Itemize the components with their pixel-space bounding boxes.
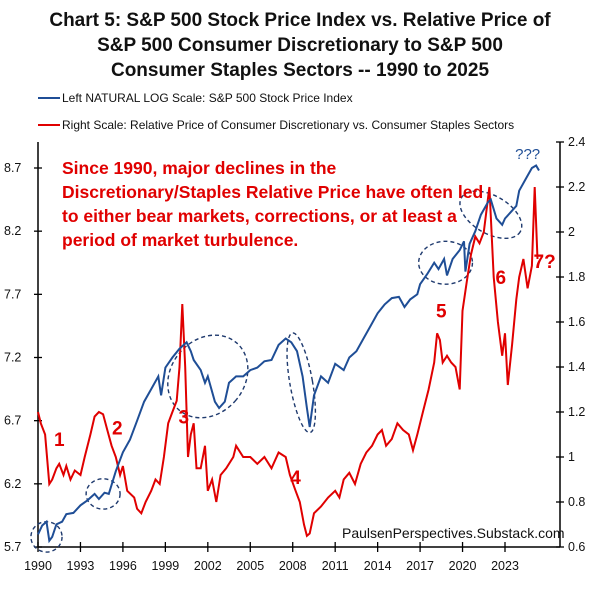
legend-swatch-red xyxy=(38,124,60,126)
highlight-circles xyxy=(30,190,523,553)
x-tick-label: 2017 xyxy=(406,559,434,573)
right-tick-label: 1 xyxy=(568,450,575,464)
note-line-3: to either bear markets, corrections, or … xyxy=(62,206,457,226)
series-line-sp500 xyxy=(37,164,540,544)
note-line-4: period of market turbulence. xyxy=(62,230,298,250)
x-tick-label: 2002 xyxy=(194,559,222,573)
right-tick-label: 1.6 xyxy=(568,315,585,329)
right-tick-label: 0.8 xyxy=(568,495,585,509)
decline-marker: 6 xyxy=(495,268,506,289)
right-tick-label: 1.8 xyxy=(568,270,585,284)
left-tick-label: 8.7 xyxy=(4,161,21,175)
x-tick-label: 2020 xyxy=(449,559,477,573)
highlight-circle xyxy=(85,478,121,510)
legend-label-sp500: Left NATURAL LOG Scale: S&P 500 Stock Pr… xyxy=(62,91,353,105)
annotation-note: Since 1990, major declines in the Discre… xyxy=(62,158,483,250)
series-line-relative-price xyxy=(37,186,539,538)
x-tick-label: 1999 xyxy=(151,559,179,573)
right-tick-label: 1.4 xyxy=(568,360,585,374)
question-mark-label: ??? xyxy=(515,146,540,163)
right-tick-label: 2.4 xyxy=(568,135,585,149)
highlight-circle xyxy=(286,332,317,434)
title-line-3: Consumer Staples Sectors -- 1990 to 2025 xyxy=(110,60,490,81)
left-tick-label: 6.7 xyxy=(4,414,21,428)
legend-item-sp500: Left NATURAL LOG Scale: S&P 500 Stock Pr… xyxy=(38,91,353,105)
title-line-2: S&P 500 Consumer Discretionary to S&P 50… xyxy=(97,35,503,56)
source-label: PaulsenPerspectives.Substack.com xyxy=(342,525,565,541)
axes: 5.7 6.2 6.7 7.2 7.7 8.2 8.7 0.6 0.8 1 1.2 1.4 1.6 1.8… xyxy=(4,135,585,573)
left-tick-label: 7.7 xyxy=(4,287,21,301)
legend-item-relative: Right Scale: Relative Price of Consumer … xyxy=(38,118,514,132)
right-tick-label: 2.2 xyxy=(568,180,585,194)
legend-swatch-blue xyxy=(38,97,60,99)
x-tick-label: 2005 xyxy=(236,559,264,573)
x-tick-label: 1996 xyxy=(109,559,137,573)
decline-marker: 4 xyxy=(290,468,301,489)
highlight-circle xyxy=(459,190,523,240)
x-tick-label: 2023 xyxy=(491,559,519,573)
x-tick-label: 2008 xyxy=(279,559,307,573)
legend-label-relative: Right Scale: Relative Price of Consumer … xyxy=(62,118,515,132)
right-tick-label: 1.2 xyxy=(568,405,585,419)
decline-marker: 1 xyxy=(54,430,65,451)
decline-marker: 3 xyxy=(178,407,189,428)
decline-marker: 7? xyxy=(534,252,556,273)
decline-markers: 1 2 3 4 5 6 7???? xyxy=(54,146,556,489)
right-tick-label: 0.6 xyxy=(568,540,585,554)
right-tick-label: 2 xyxy=(568,225,575,239)
chart-title: Chart 5: S&P 500 Stock Price Index vs. R… xyxy=(0,8,600,83)
highlight-circle xyxy=(417,240,474,285)
left-tick-label: 5.7 xyxy=(4,540,21,554)
decline-marker: 2 xyxy=(112,419,123,440)
title-line-1: Chart 5: S&P 500 Stock Price Index vs. R… xyxy=(49,10,551,31)
x-tick-label: 1990 xyxy=(24,559,52,573)
x-tick-label: 2011 xyxy=(322,559,349,573)
x-tick-label: 1993 xyxy=(67,559,95,573)
left-tick-label: 7.2 xyxy=(4,351,21,365)
decline-marker: 5 xyxy=(436,302,447,323)
note-line-1: Since 1990, major declines in the xyxy=(62,158,337,178)
note-line-2: Discretionary/Staples Relative Price hav… xyxy=(62,182,483,202)
x-tick-label: 2014 xyxy=(364,559,392,573)
left-tick-label: 6.2 xyxy=(4,477,21,491)
left-tick-label: 8.2 xyxy=(4,224,21,238)
